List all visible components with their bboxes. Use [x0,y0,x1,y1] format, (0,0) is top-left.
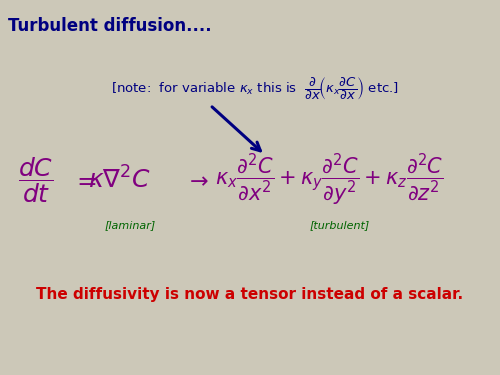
Text: $\dfrac{dC}{dt}$: $\dfrac{dC}{dt}$ [18,155,54,205]
Text: Turbulent diffusion....: Turbulent diffusion.... [8,17,212,35]
Text: $=$: $=$ [72,168,97,192]
Text: The diffusivity is now a tensor instead of a scalar.: The diffusivity is now a tensor instead … [36,288,464,303]
Text: [note:  for variable $\kappa_x$ this is  $\dfrac{\partial}{\partial x}\!\left(\k: [note: for variable $\kappa_x$ this is $… [111,75,399,102]
Text: $\kappa_x\dfrac{\partial^2 C}{\partial x^2} + \kappa_y\dfrac{\partial^2 C}{\part: $\kappa_x\dfrac{\partial^2 C}{\partial x… [215,152,444,208]
Text: $\rightarrow$: $\rightarrow$ [185,170,209,190]
Text: $\kappa\nabla^2 C$: $\kappa\nabla^2 C$ [88,166,151,194]
Text: [turbulent]: [turbulent] [310,220,370,230]
Text: [laminar]: [laminar] [104,220,156,230]
